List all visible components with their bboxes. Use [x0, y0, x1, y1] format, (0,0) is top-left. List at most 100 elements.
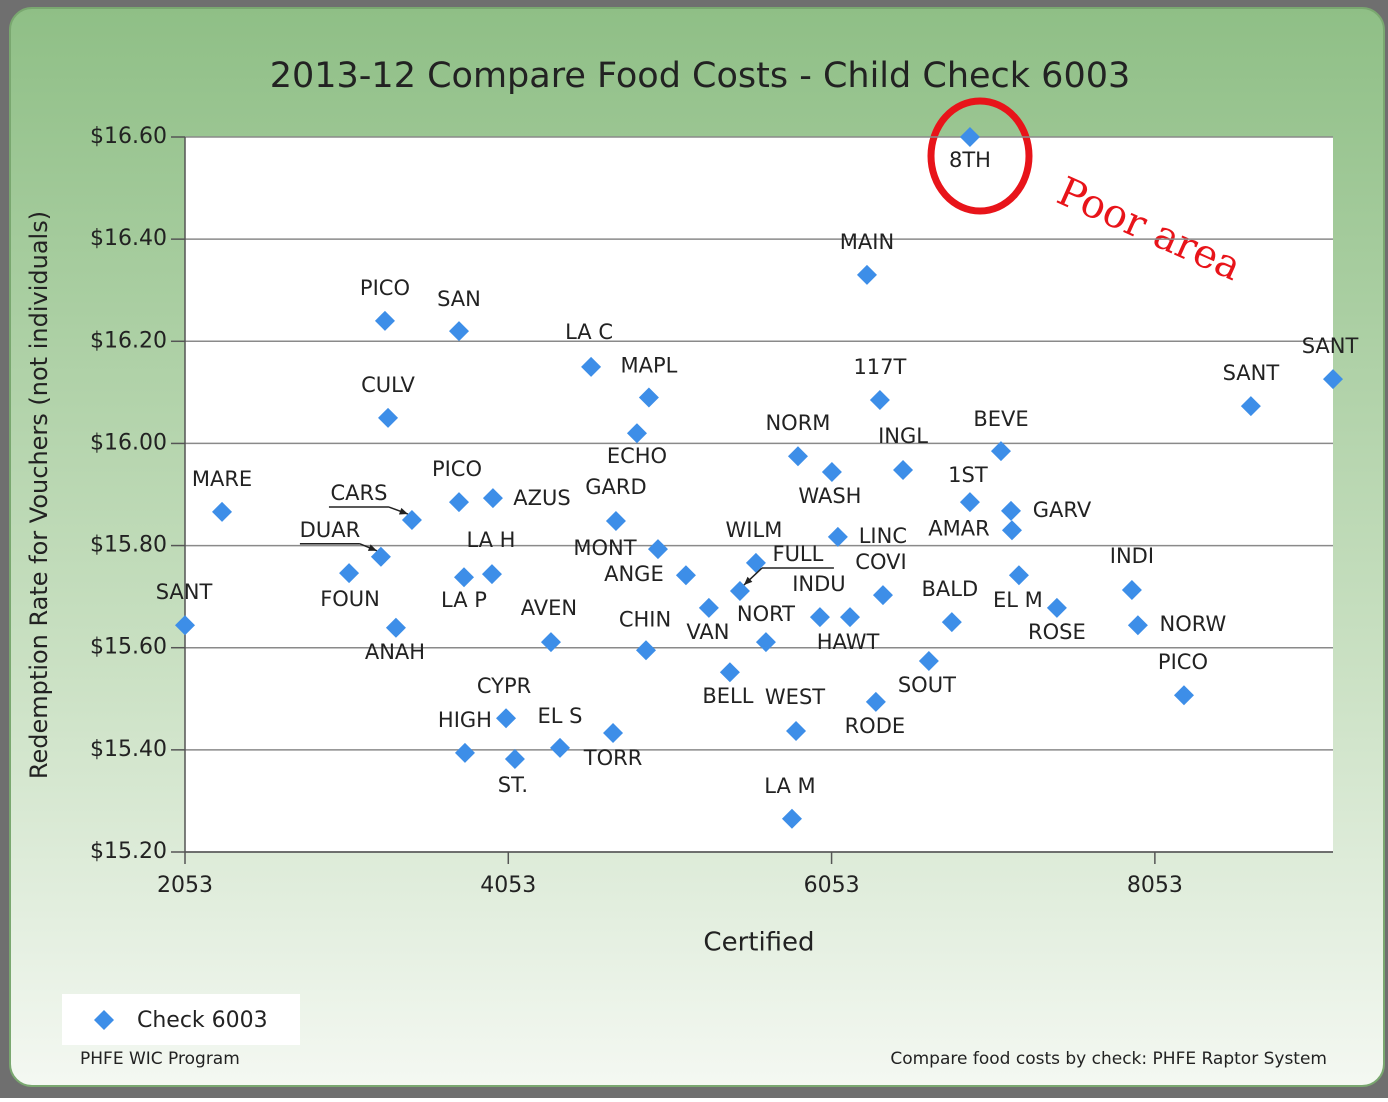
- point-label: CULV: [361, 373, 415, 397]
- point: [370, 546, 391, 567]
- point-label: COVI: [855, 550, 906, 574]
- x-tick-label: 8053: [1127, 873, 1183, 898]
- point-label: NORW: [1160, 612, 1227, 636]
- y-tick-label: $15.40: [90, 737, 167, 762]
- point: [869, 390, 890, 411]
- point-label: HAWT: [817, 630, 880, 654]
- highlight-circle: [927, 97, 1033, 215]
- point: [1323, 369, 1343, 390]
- point-label: MAIN: [840, 230, 894, 254]
- point-label: WEST: [765, 685, 825, 709]
- point: [675, 565, 696, 586]
- point: [212, 501, 233, 522]
- point-label: PICO: [432, 457, 482, 481]
- point: [175, 615, 195, 636]
- point-label: MARE: [192, 467, 252, 491]
- point-label: DUAR: [300, 518, 361, 542]
- point-label: MAPL: [620, 353, 677, 377]
- point: [1001, 500, 1022, 521]
- point-label: INDI: [1110, 544, 1154, 568]
- point: [626, 423, 647, 444]
- y-tick-label: $15.60: [90, 635, 167, 660]
- point-label: ECHO: [607, 444, 667, 468]
- point: [454, 742, 475, 763]
- point-label: EL S: [538, 704, 583, 728]
- point: [1046, 597, 1067, 618]
- point-label: BEVE: [973, 407, 1028, 431]
- y-tick-label: $15.80: [90, 533, 167, 558]
- footer-right: Compare food costs by check: PHFE Raptor…: [890, 1049, 1327, 1069]
- point-label: FOUN: [320, 587, 380, 611]
- point-label: CHIN: [619, 607, 671, 631]
- point: [448, 321, 469, 342]
- point: [453, 567, 474, 588]
- point-label: 8TH: [949, 148, 991, 172]
- point: [918, 650, 939, 671]
- x-tick-label: 6053: [804, 873, 860, 898]
- point-label: CYPR: [477, 674, 531, 698]
- point-label: ROSE: [1028, 620, 1086, 644]
- point: [482, 488, 503, 509]
- point-label: AVEN: [521, 596, 577, 620]
- point-label: HIGH: [438, 708, 492, 732]
- point: [481, 564, 502, 585]
- point-label: GARD: [585, 475, 646, 499]
- point-label: SANT: [1223, 361, 1280, 385]
- point: [809, 607, 830, 628]
- point-label: BALD: [922, 577, 979, 601]
- point: [1127, 615, 1148, 636]
- point-label: ANAH: [365, 640, 425, 664]
- point-label: SAN: [437, 287, 481, 311]
- point-label: NORT: [737, 602, 795, 626]
- point-label: FULL: [772, 542, 823, 566]
- point-label: SANT: [1302, 334, 1359, 358]
- arrow-head: [398, 507, 408, 515]
- point: [755, 632, 776, 653]
- y-tick-label: $16.20: [90, 328, 167, 353]
- point-label: INDU: [792, 572, 845, 596]
- y-tick-label: $16.40: [90, 226, 167, 251]
- point-label: LA H: [466, 528, 515, 552]
- point-label: SOUT: [898, 673, 956, 697]
- x-tick-label: 2053: [157, 873, 213, 898]
- point-label: INGL: [878, 424, 928, 448]
- point: [401, 510, 422, 531]
- x-tick-label: 4053: [480, 873, 536, 898]
- point: [719, 662, 740, 683]
- point: [378, 407, 399, 428]
- point: [698, 597, 719, 618]
- point-label: LA M: [764, 774, 815, 798]
- point: [374, 310, 395, 331]
- point: [959, 492, 980, 513]
- point: [1008, 565, 1029, 586]
- point: [581, 356, 602, 377]
- y-tick-label: $16.00: [90, 430, 167, 455]
- point-label: RODE: [845, 714, 906, 738]
- point: [729, 581, 750, 602]
- point-label: BELL: [702, 684, 753, 708]
- point: [781, 808, 802, 829]
- point: [1121, 580, 1142, 601]
- point: [865, 691, 886, 712]
- point: [872, 585, 893, 606]
- point: [385, 617, 406, 638]
- point-label: LA C: [565, 320, 613, 344]
- legend-label: Check 6003: [137, 1008, 268, 1033]
- point-label: GARV: [1033, 498, 1092, 522]
- point-label: 117T: [853, 355, 906, 379]
- point-label: ANGE: [604, 562, 664, 586]
- point: [821, 462, 842, 483]
- point: [893, 459, 914, 480]
- point: [959, 127, 980, 147]
- point: [840, 607, 861, 628]
- point: [990, 441, 1011, 462]
- point-label: WASH: [798, 484, 861, 508]
- point-label: EL M: [993, 588, 1043, 612]
- point-label: TORR: [583, 746, 643, 770]
- point: [1173, 685, 1194, 706]
- point: [786, 720, 807, 741]
- y-axis-label: Redemption Rate for Vouchers (not indivi…: [25, 211, 53, 779]
- arrow-head: [367, 544, 377, 551]
- point: [540, 632, 561, 653]
- point: [603, 723, 624, 744]
